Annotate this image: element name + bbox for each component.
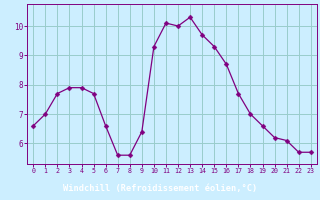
Text: Windchill (Refroidissement éolien,°C): Windchill (Refroidissement éolien,°C) [63,184,257,193]
